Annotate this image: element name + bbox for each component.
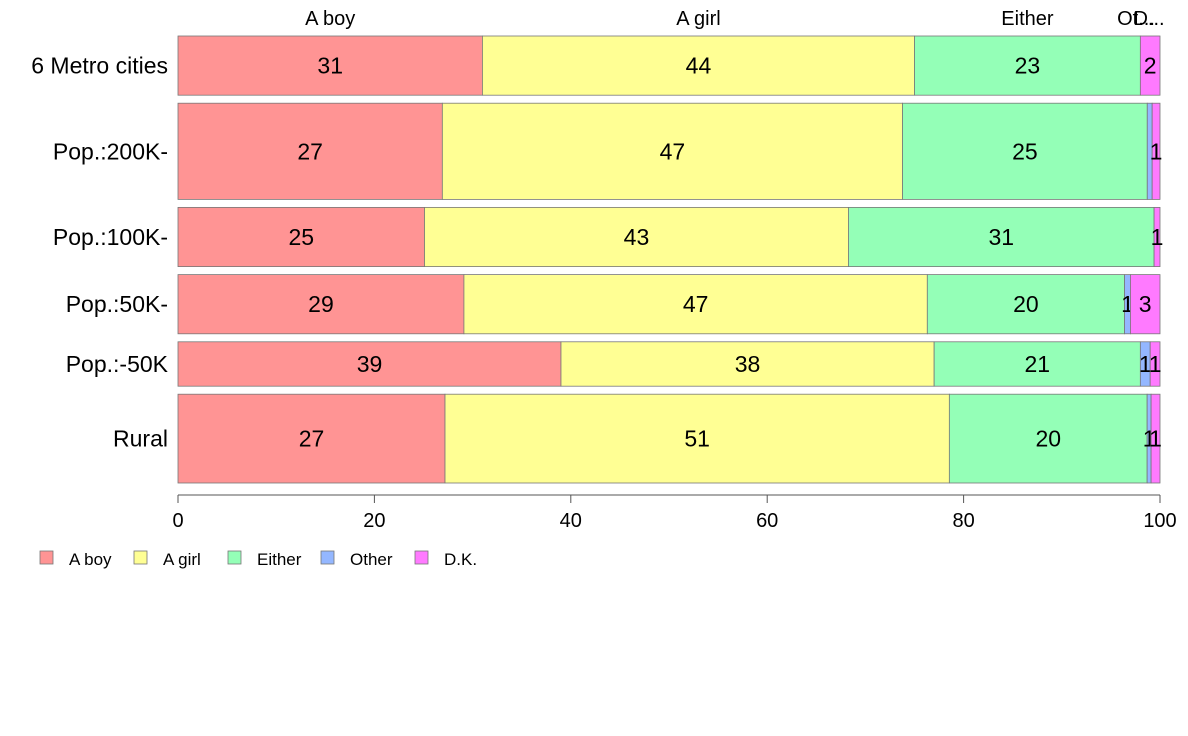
x-tick-label: 60 [756,510,778,532]
legend-label: A girl [163,550,201,569]
bar-segment [463,274,928,335]
bar-segment [177,35,483,96]
data-label: 29 [308,291,334,317]
x-tick-label: 0 [172,510,183,532]
bar-segment [441,102,903,200]
data-label: 31 [317,53,343,79]
legend-label: Other [350,550,393,569]
data-label: 23 [1015,53,1041,79]
column-header-label: A boy [305,8,355,30]
bar-segment [914,35,1141,96]
x-tick-label: 100 [1143,510,1176,532]
bar-segment [902,102,1148,200]
category-label: Pop.:50K- [66,291,168,317]
data-label: 31 [988,224,1014,250]
bar-segment [1150,393,1161,484]
data-label: 25 [288,224,314,250]
legend-swatch [227,550,242,565]
legend-label: A boy [69,550,112,569]
category-label: Pop.:200K- [53,138,168,164]
column-header-label: A girl [676,8,720,30]
data-label: 47 [660,138,686,164]
category-label: Pop.:100K- [53,224,168,250]
bar-segment [848,206,1155,267]
x-tick-label: 20 [363,510,385,532]
column-header-label: Ot... [1117,8,1155,30]
data-label: 3 [1139,291,1152,317]
bar-segment [1151,102,1161,200]
legend-swatch [39,550,54,565]
data-label: 1 [1149,351,1162,377]
data-label: 39 [357,351,383,377]
column-header-label: D... [1133,8,1164,30]
data-label: 20 [1035,426,1061,452]
legend-swatch [414,550,429,565]
data-label: 1 [1150,138,1163,164]
data-label: 1 [1151,224,1164,250]
legend-label: D.K. [444,550,477,569]
data-label: 47 [683,291,709,317]
bar-segment [444,393,950,484]
bar-segment [926,274,1125,335]
x-tick-label: 80 [952,510,974,532]
data-label: 20 [1013,291,1039,317]
column-header-label: Either [1001,8,1054,30]
category-label: Rural [113,426,168,452]
data-label: 27 [297,138,323,164]
data-label: 2 [1144,53,1157,79]
bar-segment [560,341,935,387]
bar-segment [424,206,849,267]
category-label: Pop.:-50K [66,351,169,377]
bar-segment [177,206,425,267]
x-tick-label: 40 [560,510,582,532]
bar-segment [177,393,446,484]
legend-swatch [133,550,148,565]
bar-segment [1130,274,1161,335]
data-label: 25 [1012,138,1038,164]
bar-segment [177,341,562,387]
bar-segment [948,393,1148,484]
data-label: 1 [1149,426,1162,452]
category-label: 6 Metro cities [31,53,168,79]
bar-segment [482,35,915,96]
bar-segment [1139,35,1161,96]
data-label: 38 [735,351,761,377]
bar-segment [933,341,1141,387]
bar-segment [1149,341,1161,387]
bar-segment [1153,206,1161,267]
data-label: 21 [1024,351,1050,377]
legend-label: Either [257,550,302,569]
bar-segment [177,102,443,200]
data-label: 51 [684,426,710,452]
data-label: 43 [624,224,650,250]
data-label: 27 [299,426,325,452]
data-label: 44 [686,53,712,79]
data-label: 1 [1139,351,1152,377]
legend-swatch [320,550,335,565]
